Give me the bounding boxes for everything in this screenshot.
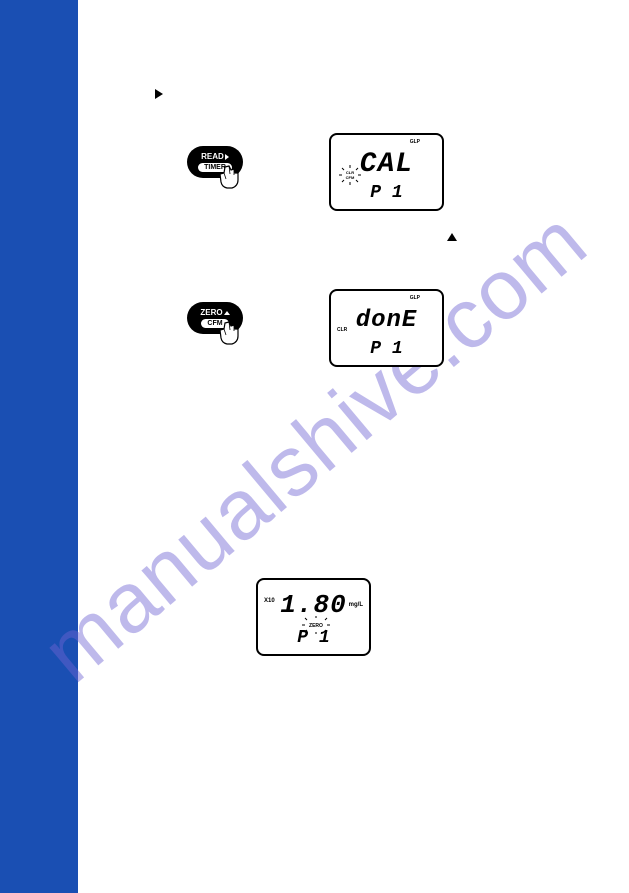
lcd-cal: GLP CAL CLR CFM P 1 (329, 133, 444, 211)
lcd-reading: X10 1.80 mg/L ZERO P 1 (256, 578, 371, 656)
svg-text:CFM: CFM (346, 175, 355, 180)
play-icon (225, 154, 229, 160)
read-timer-button-group: READ TIMER (187, 146, 243, 178)
lcd-sub-value: P 1 (331, 183, 442, 203)
lcd-main-value: donE (331, 307, 442, 334)
hand-icon (217, 164, 251, 198)
unit-label: mg/L (349, 602, 363, 608)
hand-icon (217, 320, 251, 354)
glp-label: GLP (410, 295, 420, 301)
up-icon (224, 311, 230, 315)
up-icon (447, 233, 457, 241)
lcd-sub-value: P 1 (258, 628, 369, 648)
lcd-sub-value: P 1 (331, 339, 442, 359)
button-top-label: READ (201, 153, 229, 161)
zero-cfm-button-group: ZERO CFM (187, 302, 243, 334)
lcd-done: GLP donE CLR P 1 (329, 289, 444, 367)
play-icon (155, 89, 163, 99)
button-top-label: ZERO (200, 309, 229, 317)
sidebar (0, 0, 78, 893)
glp-label: GLP (410, 139, 420, 145)
clr-label: CLR (337, 327, 347, 333)
